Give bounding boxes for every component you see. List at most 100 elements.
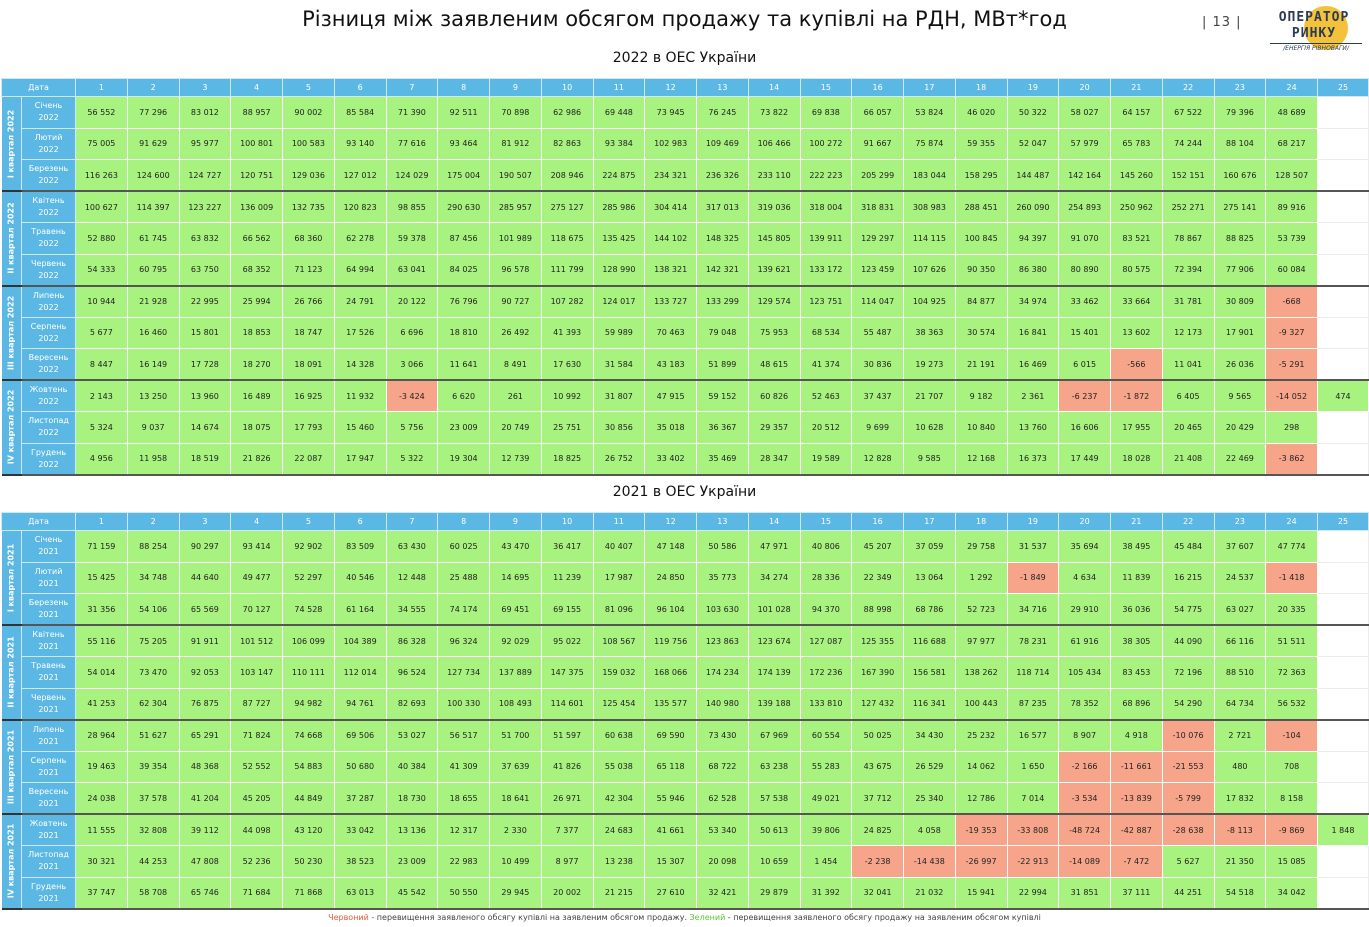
value-cell: 108 493 [489, 687, 542, 721]
value-cell: 15 401 [1058, 316, 1111, 349]
value-cell: 74 668 [282, 719, 335, 752]
value-cell: 74 174 [437, 593, 490, 626]
value-cell: -21 553 [1161, 750, 1215, 783]
hour-header: 18 [954, 78, 1008, 97]
value-cell: 57 538 [747, 782, 801, 815]
value-cell: 58 708 [126, 876, 180, 910]
value-cell: 124 017 [592, 285, 646, 318]
value-cell: 44 251 [1161, 876, 1215, 910]
value-cell: 80 890 [1058, 253, 1111, 287]
value-cell: 139 188 [747, 687, 801, 721]
value-cell: 18 853 [230, 316, 283, 349]
value-cell: 68 360 [282, 222, 335, 255]
month-year: 2022 [38, 176, 59, 185]
value-cell: 254 893 [1058, 190, 1111, 223]
value-cell: 100 330 [437, 687, 490, 721]
value-cell: 60 554 [799, 719, 853, 752]
value-cell: 160 676 [1213, 159, 1267, 192]
value-cell: 24 537 [1213, 561, 1267, 594]
value-cell: 64 734 [1213, 687, 1267, 721]
value-cell: 41 826 [540, 750, 594, 783]
value-cell: 9 565 [1213, 379, 1267, 412]
value-cell: 174 139 [747, 656, 801, 689]
value-cell: 31 537 [1006, 530, 1060, 563]
hour-header: 12 [644, 512, 697, 531]
quarter-label-cell: III квартал 2022 [1, 285, 22, 381]
value-cell: 20 122 [385, 285, 439, 318]
month-label-cell: Січень 2021 [21, 530, 76, 563]
month-year: 2022 [38, 397, 59, 406]
legend-red-word: Червоний [328, 913, 369, 922]
hour-header: 25 [1317, 512, 1369, 531]
value-cell: 38 523 [333, 845, 387, 878]
value-cell: 17 526 [333, 316, 387, 349]
month-row: Листопад 2022 5 324 9 037 14 674 18 075 17 793… [2, 411, 1369, 444]
value-cell: 65 569 [178, 593, 232, 626]
value-cell: 18 655 [437, 782, 490, 815]
value-cell: 144 487 [1006, 159, 1060, 192]
value-cell: 83 012 [178, 96, 232, 129]
value-cell: 41 393 [540, 316, 594, 349]
value-cell: 47 808 [178, 845, 232, 878]
value-cell: 92 029 [489, 624, 542, 657]
value-cell: 93 140 [333, 127, 387, 160]
month-name: Червень [30, 258, 67, 268]
value-cell: 54 106 [126, 593, 180, 626]
month-name: Лютий [34, 566, 63, 576]
value-cell: 100 583 [282, 127, 335, 160]
value-cell: 5 324 [75, 411, 128, 444]
value-cell: -1 849 [1006, 561, 1060, 594]
value-cell: -566 [1110, 348, 1163, 381]
value-cell [1317, 750, 1369, 783]
value-cell: 91 911 [178, 624, 232, 657]
quarter-label-cell: III квартал 2021 [1, 719, 22, 815]
value-cell: 39 806 [799, 813, 853, 846]
value-cell: 54 333 [75, 253, 128, 287]
value-cell: 44 253 [126, 845, 180, 878]
hour-header: 23 [1213, 78, 1267, 97]
value-cell: 25 232 [954, 719, 1008, 752]
value-cell: 13 250 [126, 379, 180, 412]
value-cell: 92 511 [437, 96, 490, 129]
quarter-label: II квартал 2022 [6, 202, 16, 274]
value-cell: 63 832 [178, 222, 232, 255]
value-cell: 12 739 [489, 442, 542, 476]
value-cell: 285 986 [592, 190, 646, 223]
value-cell: 36 036 [1110, 593, 1163, 626]
value-cell: 17 630 [540, 348, 594, 381]
quarter-label-cell: IV квартал 2021 [1, 814, 22, 910]
value-cell: 1 292 [954, 561, 1008, 594]
value-cell: 63 238 [747, 750, 801, 783]
value-cell: 129 574 [747, 285, 801, 318]
value-cell: 13 064 [903, 561, 956, 594]
page-header: Різниця між заявленим обсягом продажу та… [0, 0, 1369, 52]
value-cell: 76 245 [696, 96, 749, 129]
value-cell [1317, 316, 1369, 349]
value-cell: 17 987 [592, 561, 646, 594]
value-cell: -14 052 [1265, 379, 1318, 412]
value-cell: 15 941 [954, 876, 1008, 910]
hour-header: 8 [437, 78, 490, 97]
value-cell [1317, 561, 1369, 594]
value-cell: 83 521 [1110, 222, 1163, 255]
value-cell: 63 430 [385, 530, 439, 563]
value-cell: 43 470 [489, 530, 542, 563]
value-cell: 125 454 [592, 687, 646, 721]
month-row: IV квартал 2021 Жовтень 2021 11 555 32 808 39… [1, 813, 1369, 910]
value-cell: 32 808 [126, 813, 180, 846]
value-cell: 18 747 [282, 316, 335, 349]
value-cell: 34 042 [1265, 876, 1318, 910]
value-cell: 72 196 [1161, 656, 1215, 689]
value-cell: 68 534 [799, 316, 853, 349]
month-row: Травень 2021 54 014 73 470 92 053 103 147 110 … [2, 656, 1369, 689]
month-row: Лютий 2022 75 005 91 629 95 977 100 801 100 58… [2, 127, 1369, 160]
value-cell: 222 223 [799, 159, 853, 192]
month-label-cell: Грудень 2022 [21, 442, 76, 476]
month-name: Травень [31, 661, 66, 671]
hour-header: 21 [1110, 78, 1163, 97]
value-cell: 47 971 [747, 530, 801, 563]
value-cell: 100 845 [954, 222, 1008, 255]
value-cell: 11 958 [126, 442, 180, 476]
value-cell: 20 465 [1161, 411, 1215, 444]
hour-header: 4 [230, 512, 283, 531]
